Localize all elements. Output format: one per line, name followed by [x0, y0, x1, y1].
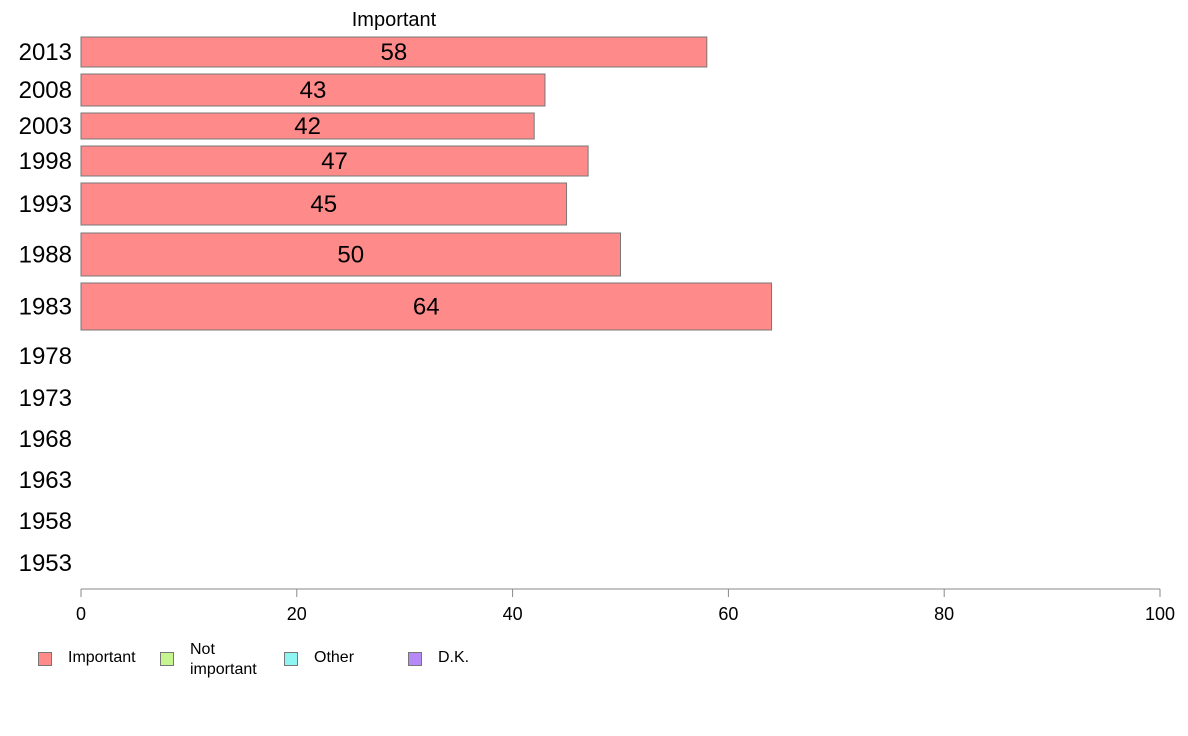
bar-1993 — [80, 182, 568, 226]
legend-label: Not important — [190, 641, 257, 678]
category-label-1953: 1953 — [19, 550, 72, 577]
category-label-1963: 1963 — [19, 467, 72, 494]
value-label-2003: 42 — [294, 113, 321, 140]
legend-item-not-important: Not important — [160, 640, 257, 680]
legend-item-dk: D.K. — [408, 640, 469, 668]
legend-label: Other — [314, 649, 355, 666]
legend-label: D.K. — [438, 649, 470, 666]
category-label-2003: 2003 — [19, 113, 72, 140]
legend-swatch — [408, 652, 422, 666]
value-label-2008: 43 — [300, 77, 327, 104]
value-label-1998: 47 — [321, 148, 348, 175]
bar-2013 — [80, 36, 708, 68]
bar-1988 — [80, 232, 621, 277]
category-labels: 2013 2008 2003 1998 1993 1988 1983 1978 1973 1968… — [19, 39, 72, 577]
legend-item-important: Important — [38, 640, 136, 668]
category-label-1968: 1968 — [19, 426, 72, 453]
bar-2003 — [80, 112, 535, 140]
x-tick-label-20: 20 — [287, 604, 307, 624]
legend-swatch — [160, 652, 174, 666]
x-tick-label-100: 100 — [1145, 604, 1175, 624]
legend-item-other: Other — [284, 640, 354, 668]
category-label-1988: 1988 — [19, 242, 72, 269]
x-tick-label-60: 60 — [718, 604, 738, 624]
value-label-2013: 58 — [381, 39, 408, 66]
bar-1983 — [80, 282, 773, 331]
legend-swatch — [284, 652, 298, 666]
x-tick-label-40: 40 — [503, 604, 523, 624]
category-label-1983: 1983 — [19, 294, 72, 321]
category-label-1993: 1993 — [19, 191, 72, 218]
bar-2008 — [80, 73, 546, 107]
category-label-1973: 1973 — [19, 385, 72, 412]
x-tick-label-0: 0 — [76, 604, 86, 624]
category-label-1998: 1998 — [19, 148, 72, 175]
value-label-1988: 50 — [337, 242, 364, 269]
legend-label: Important — [68, 649, 136, 666]
column-title: Important — [352, 9, 437, 31]
category-label-1978: 1978 — [19, 343, 72, 370]
x-tick-label-80: 80 — [934, 604, 954, 624]
x-axis: 0 20 40 60 80 100 — [76, 588, 1175, 624]
category-label-2008: 2008 — [19, 77, 72, 104]
category-label-1958: 1958 — [19, 508, 72, 535]
category-label-2013: 2013 — [19, 39, 72, 66]
value-label-1983: 64 — [413, 294, 440, 321]
value-label-1993: 45 — [310, 191, 337, 218]
legend-swatch — [38, 652, 52, 666]
bar-1998 — [80, 145, 589, 177]
chart: Important 2013 2008 2003 1998 1993 1988 1983 19… — [19, 9, 1175, 624]
